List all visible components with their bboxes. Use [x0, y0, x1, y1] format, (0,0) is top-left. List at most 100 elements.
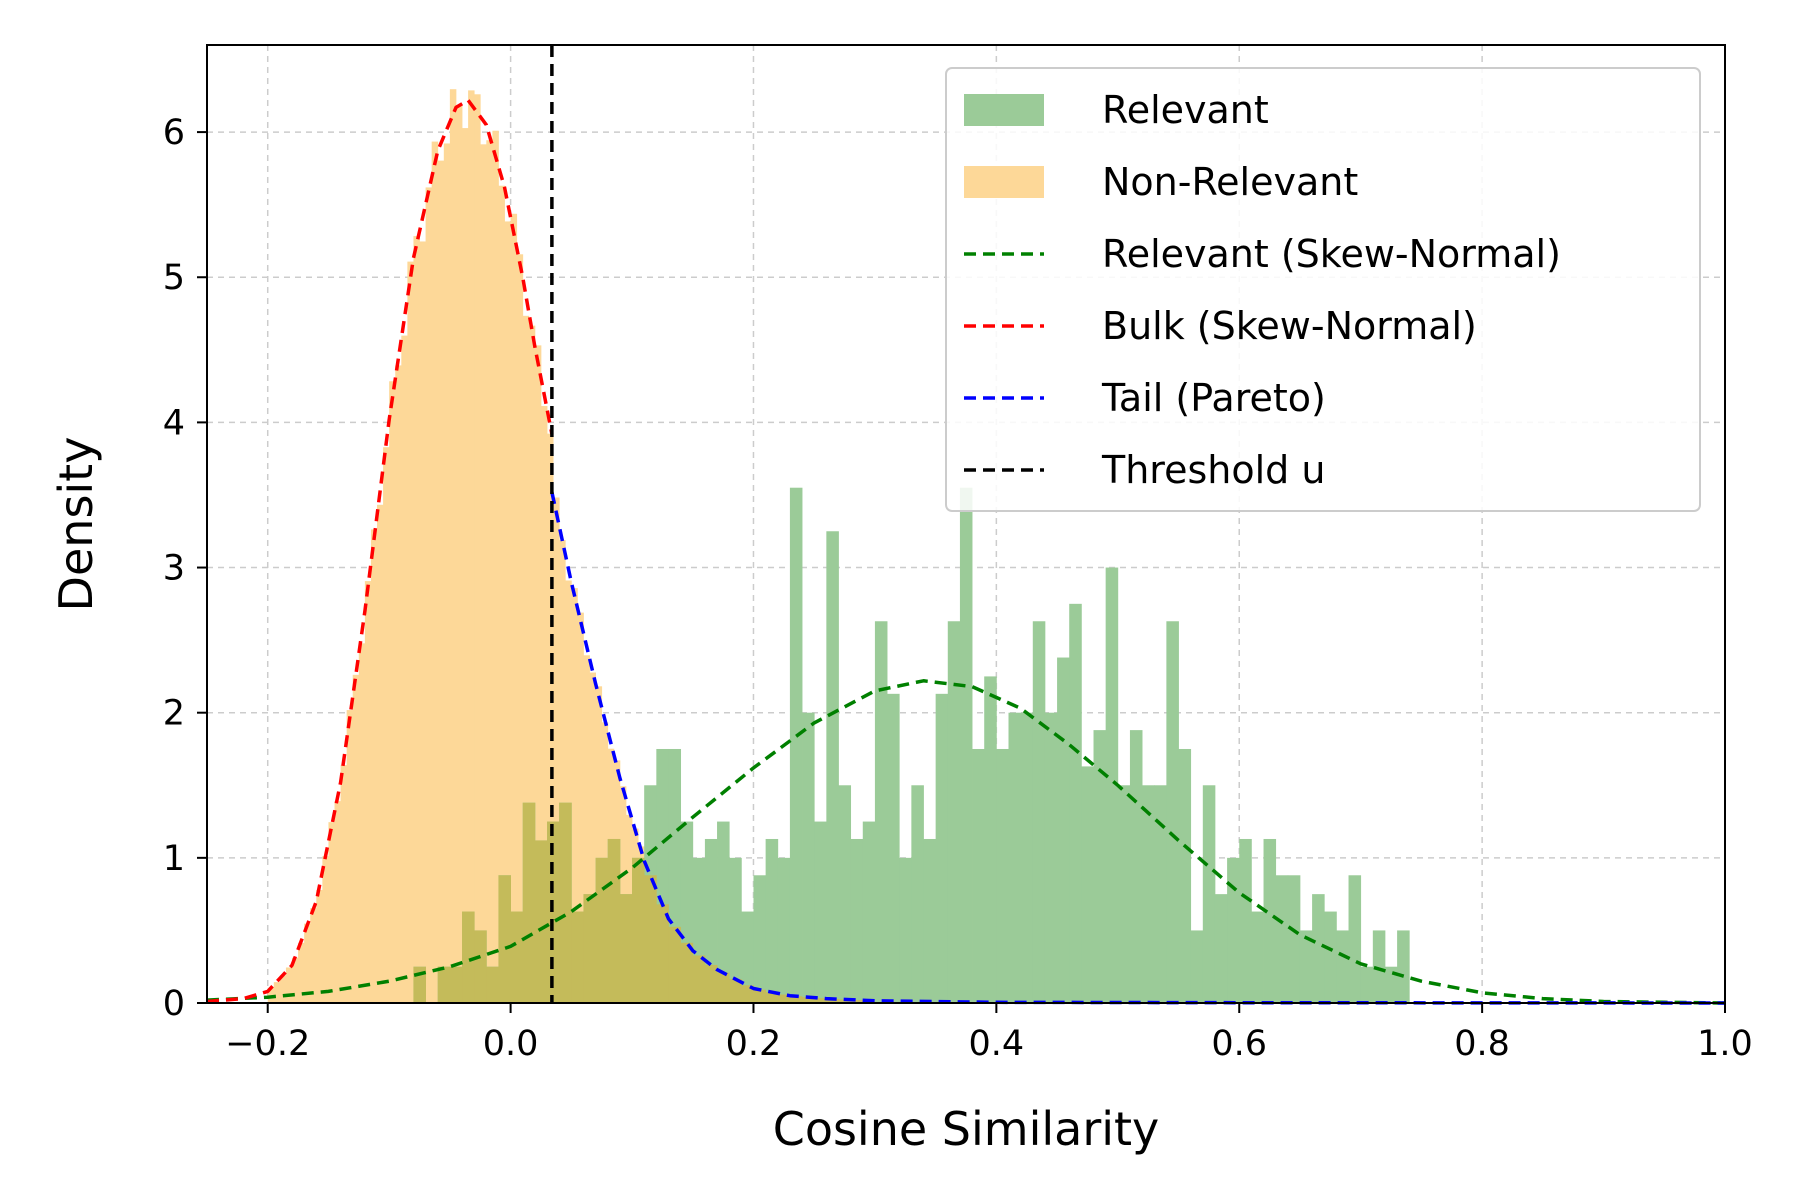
non-relevant-bar	[455, 105, 463, 1004]
relevant-bar	[899, 857, 912, 1003]
relevant-bar	[1178, 748, 1192, 1003]
overlap-bar	[619, 894, 633, 1003]
non-relevant-bar	[413, 236, 420, 1003]
y-tick-label: 5	[163, 258, 185, 298]
relevant-bar	[1142, 785, 1155, 1003]
relevant-bar	[1008, 712, 1022, 1003]
relevant-bar	[874, 621, 888, 1003]
relevant-bar	[1299, 930, 1313, 1003]
relevant-bar	[838, 785, 852, 1003]
relevant-bar	[789, 487, 803, 1003]
plot-frame	[206, 44, 1726, 1004]
relevant-bar	[923, 838, 937, 1003]
legend-label-relevant: Relevant	[1102, 88, 1269, 132]
overlap-bar	[632, 857, 645, 1003]
relevant-bar	[1081, 766, 1094, 1003]
tail-pareto-curve	[550, 491, 1726, 1005]
relevant-bar	[1057, 657, 1070, 1003]
non-relevant-bar	[437, 160, 445, 1004]
non-relevant-bar	[449, 89, 457, 1003]
non-relevant-bar	[504, 221, 511, 1004]
non-relevant-bar	[540, 406, 548, 1004]
fit-curves	[206, 45, 1726, 1005]
non-relevant-bar	[431, 141, 439, 1003]
non-relevant-bar	[389, 381, 396, 1003]
overlap-bar	[437, 966, 451, 1003]
non-relevant-bar	[492, 130, 499, 1003]
relevant-bar	[850, 838, 864, 1003]
y-tick-label: 0	[163, 984, 185, 1024]
relevant-bar	[972, 748, 985, 1003]
non-relevant-bar	[285, 967, 293, 1003]
non-relevant-bar	[522, 315, 530, 1003]
relevant-bar	[1129, 730, 1143, 1003]
relevant-bar	[947, 621, 961, 1003]
non-relevant-bar	[352, 674, 360, 1003]
overlap-bar	[607, 838, 621, 1003]
overlap-bar	[680, 942, 694, 1003]
legend-label-non-relevant: Non-Relevant	[1102, 160, 1358, 204]
non-relevant-bar	[273, 982, 281, 1003]
relevant-bar	[959, 487, 973, 1003]
overlap-bar	[462, 911, 475, 1003]
non-relevant-bar	[425, 187, 433, 1004]
relevant-bar	[1117, 785, 1131, 1003]
y-axis-label: Density	[49, 437, 103, 612]
legend-label-threshold: Threshold u	[1101, 448, 1325, 492]
relevant-bar	[741, 911, 754, 1003]
x-tick-label: 0.8	[1454, 1024, 1510, 1064]
relevant-bar	[1360, 966, 1374, 1003]
non-relevant-bar	[559, 540, 566, 1003]
non-relevant-bar	[401, 335, 408, 1003]
relevant-bar	[1372, 930, 1386, 1003]
overlap-bar	[717, 972, 730, 1003]
relevant-bar	[887, 693, 900, 1003]
non-relevant-bar	[298, 942, 305, 1003]
non-relevant-bar	[364, 581, 372, 1003]
non-relevant-bar	[395, 365, 402, 1003]
non-relevant-bar	[370, 529, 378, 1003]
legend: Relevant Non-Relevant Relevant (Skew-Nor…	[945, 67, 1701, 512]
relevant-bar	[1214, 894, 1228, 1003]
non-relevant-bar	[528, 325, 536, 1004]
x-axis-label: Cosine Similarity	[773, 1102, 1160, 1156]
relevant-bar	[1044, 712, 1058, 1003]
relevant-skew-normal-curve	[206, 679, 1726, 1005]
overlap-bar	[753, 989, 767, 1003]
relevant-bar	[802, 712, 815, 1003]
overlap-bar	[741, 985, 754, 1003]
legend-label-tail-fit: Tail (Pareto)	[1101, 376, 1326, 420]
y-tick-label: 3	[163, 549, 185, 589]
relevant-bar	[1251, 911, 1264, 1003]
non-relevant-bar	[486, 140, 493, 1003]
x-tick-label: 0.6	[1211, 1024, 1267, 1064]
non-relevant-bar	[377, 504, 384, 1003]
non-relevant-bar	[310, 908, 317, 1003]
y-tick-label: 6	[163, 113, 185, 153]
relevant-bar	[1348, 875, 1362, 1003]
relevant-bar	[1312, 894, 1325, 1003]
non-relevant-bar	[480, 144, 487, 1003]
non-relevant-bar	[279, 975, 287, 1003]
overlap-bar	[850, 1000, 864, 1003]
non-relevant-bar	[346, 710, 354, 1003]
overlap-bar	[583, 894, 597, 1003]
non-relevant-bar	[595, 686, 603, 1003]
non-relevant-bar	[304, 923, 311, 1003]
relevant-bar	[1093, 730, 1107, 1003]
overlap-bar	[498, 875, 511, 1003]
relevant-bar	[1202, 785, 1216, 1003]
overlap-bar	[777, 994, 791, 1003]
non-relevant-bar	[322, 856, 329, 1003]
relevant-bar	[1384, 966, 1398, 1003]
non-relevant-bar	[292, 957, 299, 1003]
axes-frame	[206, 44, 1726, 1004]
overlap-bar	[595, 857, 609, 1003]
relevant-bar	[996, 748, 1009, 1003]
x-tick-label: 0.2	[726, 1024, 782, 1064]
x-tick-label: 0.0	[483, 1024, 539, 1064]
non-relevant-bar	[534, 345, 542, 1003]
relevant-bar	[777, 857, 791, 1003]
non-relevant-bar	[328, 822, 335, 1003]
relevant-bar	[1105, 567, 1119, 1003]
